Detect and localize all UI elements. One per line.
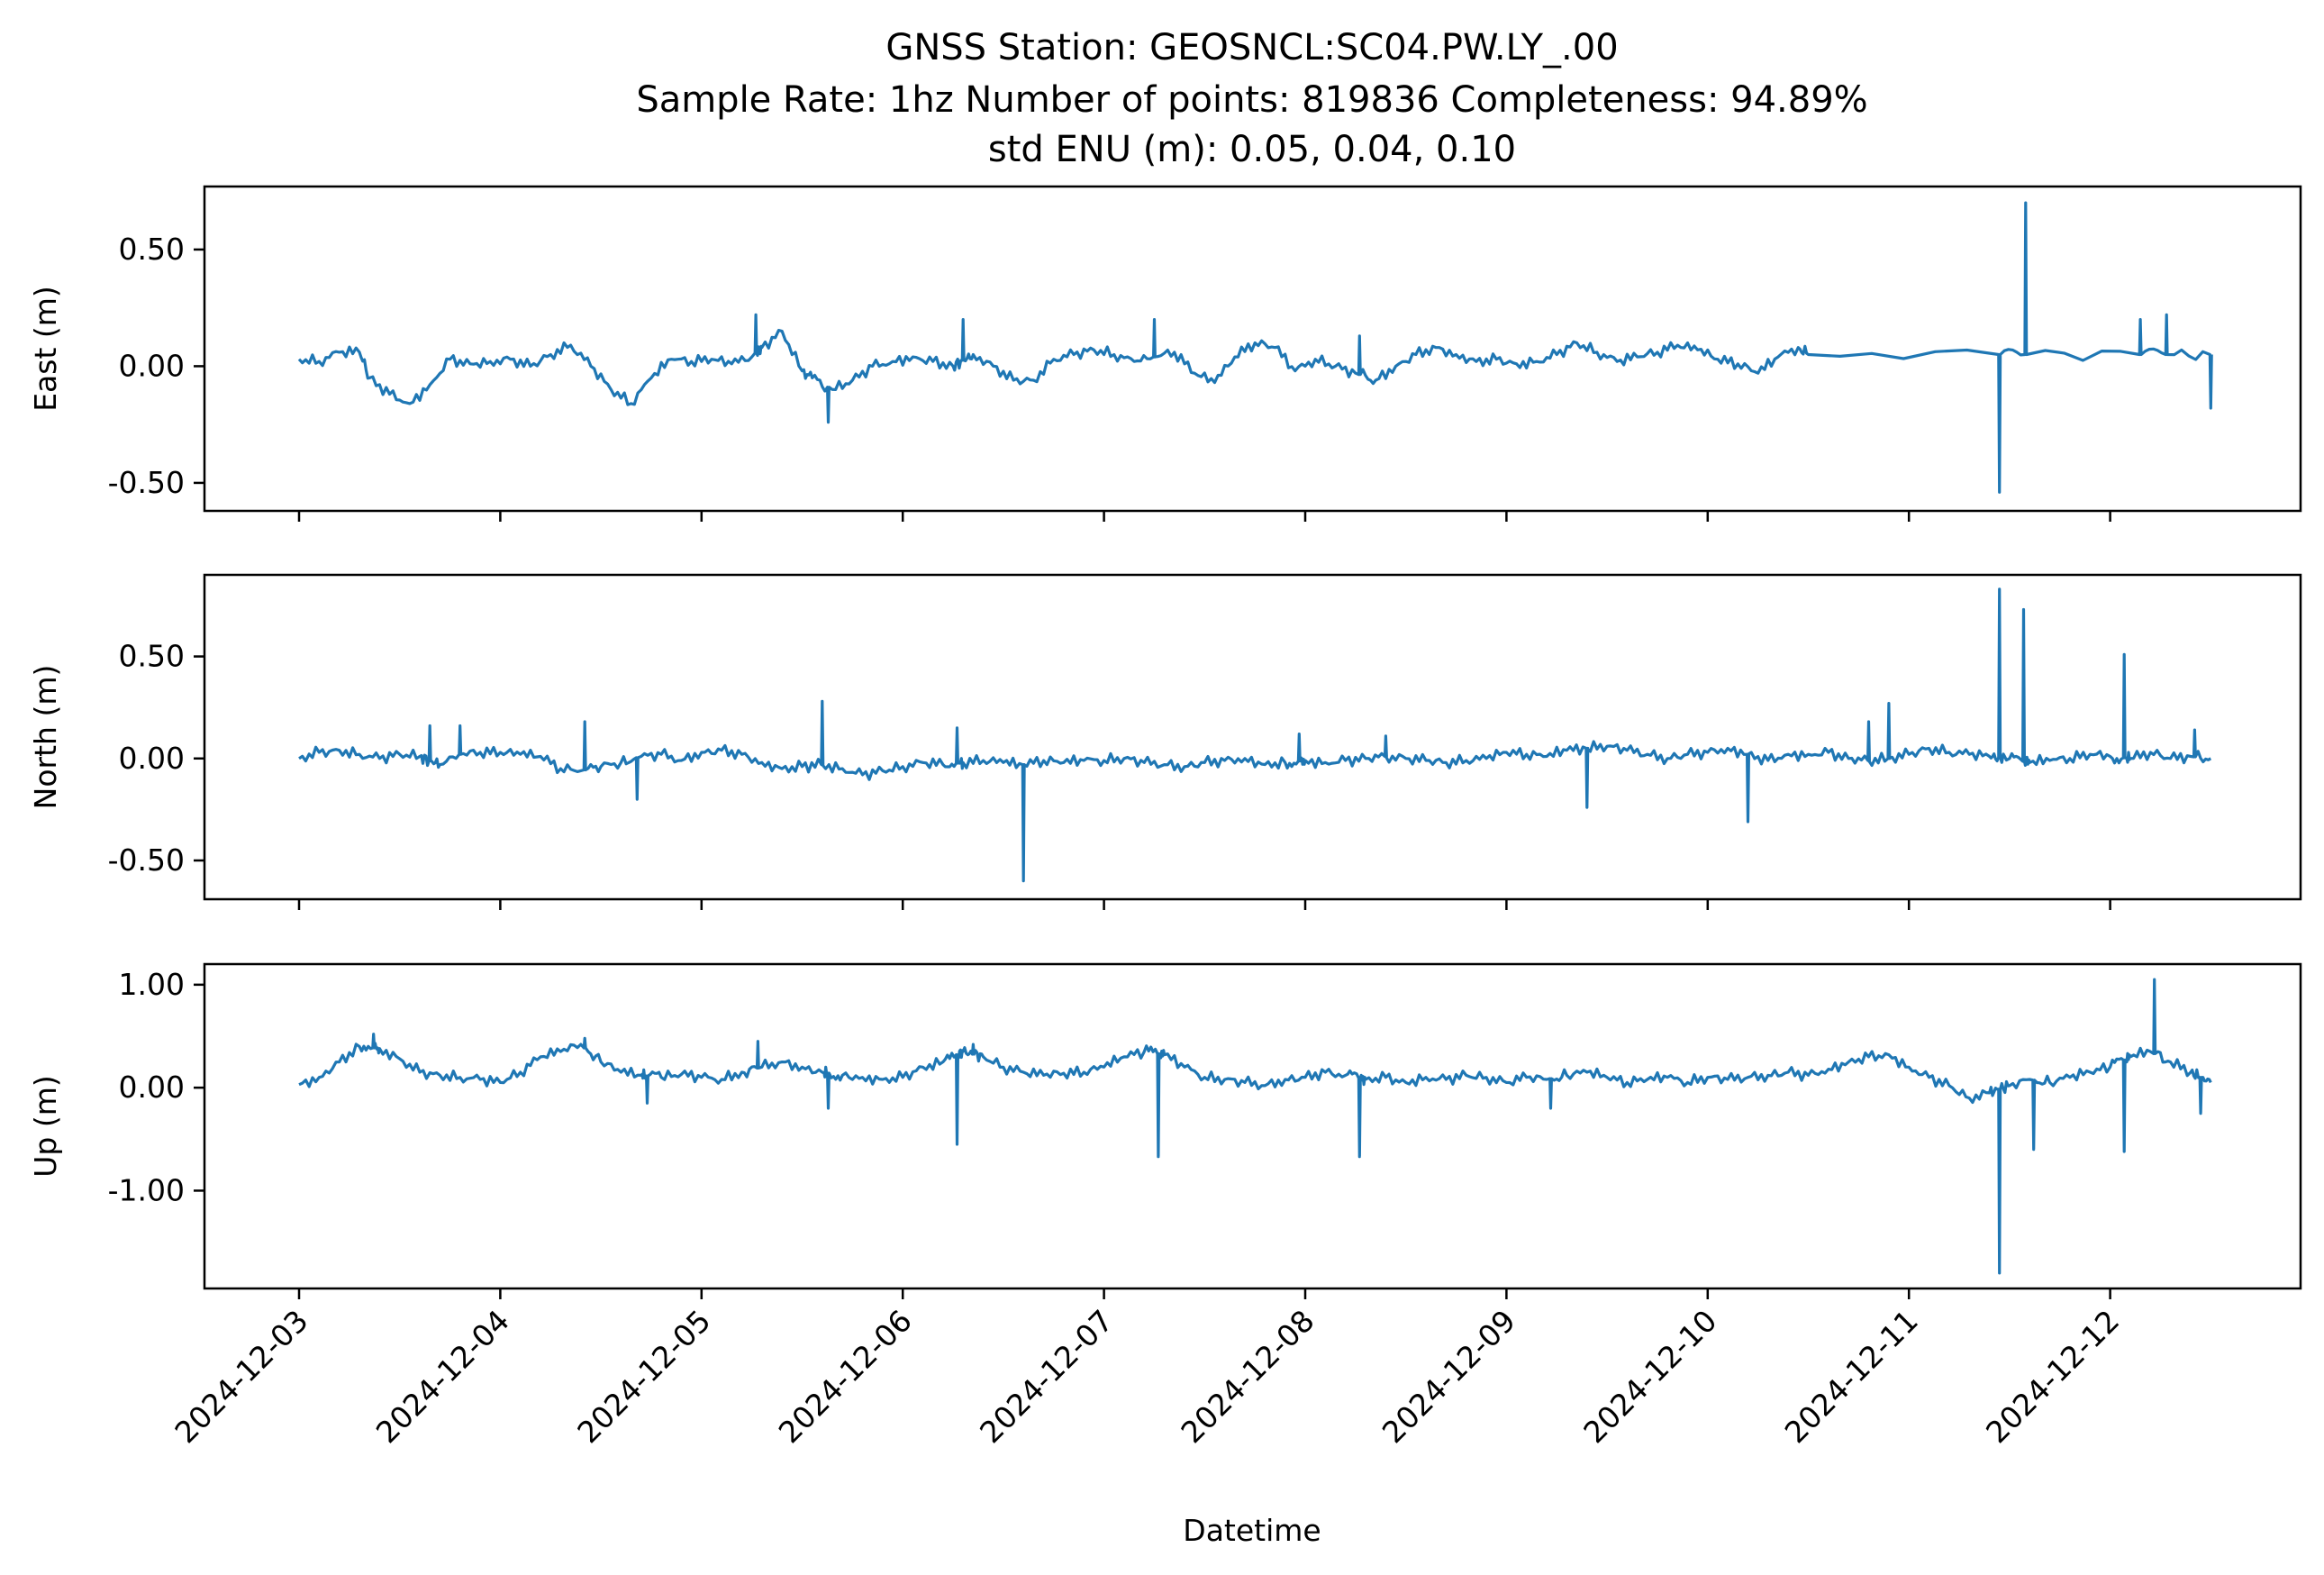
east-series-line: [297, 201, 2213, 494]
up-ytick-label: 1.00: [119, 967, 185, 1002]
north-ytick-label: 0.00: [119, 741, 185, 776]
east-panel: -0.50 0.00 0.50 East (m): [28, 185, 2302, 522]
north-panel: -0.50 0.00 0.50 North (m): [28, 573, 2302, 910]
north-axes-frame: [203, 573, 2302, 901]
north-series-line: [298, 587, 2212, 883]
east-ytick-label: -0.50: [108, 465, 185, 500]
north-ytick-label: -0.50: [108, 842, 185, 878]
north-ylabel: North (m): [28, 665, 63, 810]
east-ytick-label: 0.00: [119, 348, 185, 383]
up-ytick-label: 0.00: [119, 1070, 185, 1105]
x-axis-label: Datetime: [1183, 1513, 1321, 1548]
up-panel: -1.00 0.00 1.00 Up (m): [28, 962, 2302, 1299]
title-line-3: std ENU (m): 0.05, 0.04, 0.10: [988, 129, 1516, 170]
east-ytick-label: 0.50: [119, 232, 185, 267]
title-line-1: GNSS Station: GEOSNCL:SC04.PW.LY_.00: [885, 27, 1618, 68]
up-ytick-label: -1.00: [108, 1172, 185, 1207]
up-series-line: [298, 978, 2212, 1275]
up-ylabel: Up (m): [28, 1075, 63, 1178]
north-ytick-label: 0.50: [119, 639, 185, 674]
east-axes-frame: [203, 185, 2302, 513]
title-line-2: Sample Rate: 1hz Number of points: 81983…: [636, 79, 1867, 121]
up-axes-frame: [203, 962, 2302, 1290]
east-ylabel: East (m): [28, 286, 63, 412]
